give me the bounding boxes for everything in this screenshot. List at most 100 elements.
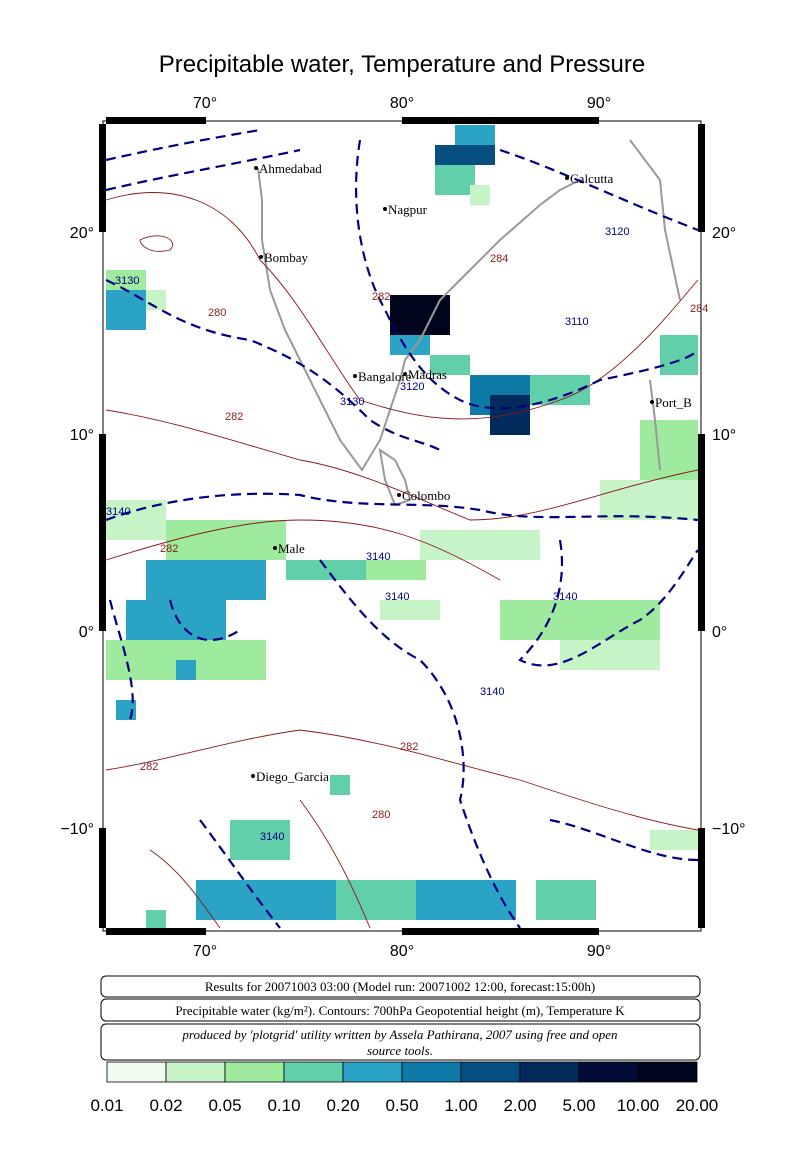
city-dot (254, 166, 258, 170)
precip-cell (336, 880, 416, 920)
colorbar-swatch (460, 1061, 521, 1083)
precip-cell (106, 270, 146, 290)
lat-label: 0° (79, 624, 94, 641)
city-label: Madras (408, 367, 447, 382)
height-contours (105, 128, 699, 929)
precip-cell (420, 530, 540, 560)
colorbar-label: 0.50 (385, 1096, 418, 1115)
city-dot (383, 207, 387, 211)
precip-cell (560, 640, 660, 670)
colorbar-swatch (224, 1061, 285, 1083)
contour-label: 3140 (480, 686, 504, 698)
city-label: Calcutta (570, 171, 614, 186)
lon-label: 70° (193, 943, 217, 960)
precip-cell (196, 880, 256, 920)
frame-bar (99, 828, 106, 928)
lon-label: 90° (587, 943, 611, 960)
precip-cell (600, 480, 698, 520)
cities: Ahmedabad Nagpur Calcutta Bombay BangaloreMa… (251, 161, 692, 784)
lon-label: 70° (193, 95, 217, 112)
precip-cell (416, 880, 516, 920)
contour-label: 3140 (366, 551, 390, 563)
city-dot (353, 374, 357, 378)
frame-bars (99, 117, 705, 935)
precip-cell (500, 600, 660, 640)
frame-bar (402, 928, 599, 935)
info-line: Precipitable water (kg/m²). Contours: 70… (175, 1003, 625, 1018)
contour-label: 282 (160, 543, 178, 555)
city-dot (650, 400, 654, 404)
city-dot (397, 493, 401, 497)
city-label: Bombay (264, 250, 309, 265)
frame-bar (106, 928, 206, 935)
precip-cell (640, 420, 698, 480)
contour-label: 284 (690, 303, 708, 315)
precip-cell (146, 560, 266, 600)
frame-bar (698, 124, 705, 232)
frame-bar (106, 117, 206, 124)
precip-cell (330, 775, 350, 795)
contour-label: 3130 (115, 275, 139, 287)
contour-label: 282 (372, 291, 390, 303)
colorbar-label: 0.10 (267, 1096, 300, 1115)
colorbar-swatch (342, 1061, 403, 1083)
contour-label: 3120 (400, 381, 424, 393)
colorbar-swatch (637, 1061, 698, 1083)
colorbar-swatch (283, 1061, 344, 1083)
city-dot (251, 774, 255, 778)
city-label: Ahmedabad (259, 161, 322, 176)
contour-label: 3120 (605, 226, 629, 238)
lat-label: 0° (712, 624, 727, 641)
colorbar-label: 0.01 (90, 1096, 123, 1115)
contour-labels: 3130 280 282 284 3110 3120 3130 3120 284 282 3140 2… (106, 226, 708, 843)
city-label: Diego_Garcia (256, 769, 329, 784)
lat-label: −10° (60, 821, 94, 838)
precip-cell (366, 560, 426, 580)
colorbar-label: 2.00 (503, 1096, 536, 1115)
colorbar-label: 10.00 (617, 1096, 660, 1115)
precip-cell (126, 600, 226, 640)
contour-label: 282 (140, 761, 158, 773)
contour-label: 3140 (260, 831, 284, 843)
map: 3130 280 282 284 3110 3120 3130 3120 284 282 3140 2… (60, 95, 745, 960)
colorbar-label: 0.02 (149, 1096, 182, 1115)
lon-label: 80° (390, 95, 414, 112)
precip-cell (106, 290, 146, 330)
precip-cell (166, 520, 286, 560)
city-label: Nagpur (388, 202, 428, 217)
colorbar-swatch (578, 1061, 639, 1083)
city-label: Port_B (655, 395, 692, 410)
precip-cell (430, 355, 470, 375)
precip-cells (106, 125, 698, 928)
info-line: Results for 20071003 03:00 (Model run: 2… (205, 979, 595, 994)
precip-cell (435, 165, 475, 195)
precip-cell (435, 145, 495, 165)
colorbar-label: 0.05 (208, 1096, 241, 1115)
contour-label: 280 (372, 809, 390, 821)
colorbar-label: 5.00 (562, 1096, 595, 1115)
colorbar-label: 20.00 (676, 1096, 719, 1115)
colorbar-label: 0.20 (326, 1096, 359, 1115)
colorbar: 0.01 0.02 0.05 0.10 0.20 0.50 1.00 2.00 5.00 10.0… (90, 1061, 719, 1115)
info-box (100, 1023, 701, 1061)
tick-labels: 70° 70° 80° 80° 90° 90° 20° 20° 10° 10° 0° 0° −10° −1… (60, 95, 745, 960)
title: Precipitable water, Temperature and Pres… (159, 51, 645, 78)
precip-cell (176, 660, 196, 680)
precip-cell (390, 295, 450, 335)
frame-bar (698, 828, 705, 928)
colorbar-swatch (106, 1061, 167, 1083)
city-dot (259, 255, 263, 259)
lon-label: 80° (390, 943, 414, 960)
frame-bar (698, 434, 705, 631)
precip-cell (146, 910, 166, 928)
info-boxes: Results for 20071003 03:00 (Model run: 2… (100, 975, 701, 1061)
precip-cell (380, 600, 440, 620)
city-label: Colombo (402, 488, 450, 503)
lat-label: 10° (70, 427, 94, 444)
precip-cell (650, 830, 698, 850)
precip-cell (230, 820, 290, 860)
city-dot (565, 176, 569, 180)
lat-label: 20° (70, 225, 94, 242)
city-label: Bangalore (358, 369, 412, 384)
